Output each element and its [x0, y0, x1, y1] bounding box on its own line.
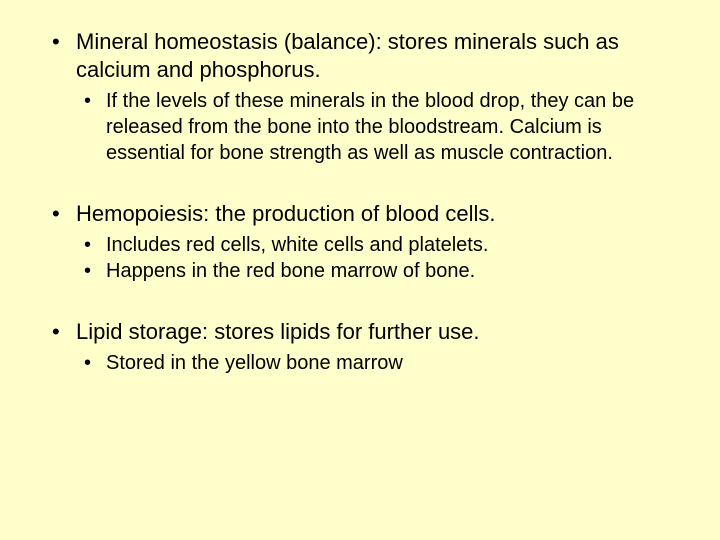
list-item-text: Mineral homeostasis (balance): stores mi…	[76, 28, 680, 84]
bullet-marker: •	[40, 318, 76, 346]
list-item-text: Hemopoiesis: the production of blood cel…	[76, 200, 495, 228]
list-item: • Lipid storage: stores lipids for furth…	[40, 318, 680, 346]
slide-content: • Mineral homeostasis (balance): stores …	[40, 28, 680, 376]
sub-list-item: • If the levels of these minerals in the…	[76, 88, 680, 166]
sub-list-item-text: Happens in the red bone marrow of bone.	[106, 258, 475, 284]
sub-list-item-text: If the levels of these minerals in the b…	[106, 88, 680, 166]
sub-list-item: • Happens in the red bone marrow of bone…	[76, 258, 680, 284]
sub-list-item: • Stored in the yellow bone marrow	[76, 350, 680, 376]
bullet-marker: •	[76, 258, 106, 284]
sub-list-item: • Includes red cells, white cells and pl…	[76, 232, 680, 258]
list-item-text: Lipid storage: stores lipids for further…	[76, 318, 480, 346]
list-item: • Hemopoiesis: the production of blood c…	[40, 200, 680, 228]
sub-list-item-text: Includes red cells, white cells and plat…	[106, 232, 488, 258]
bullet-marker: •	[76, 350, 106, 376]
bullet-marker: •	[76, 88, 106, 166]
list-item: • Mineral homeostasis (balance): stores …	[40, 28, 680, 84]
bullet-marker: •	[40, 200, 76, 228]
bullet-marker: •	[40, 28, 76, 84]
sub-list-item-text: Stored in the yellow bone marrow	[106, 350, 403, 376]
bullet-marker: •	[76, 232, 106, 258]
